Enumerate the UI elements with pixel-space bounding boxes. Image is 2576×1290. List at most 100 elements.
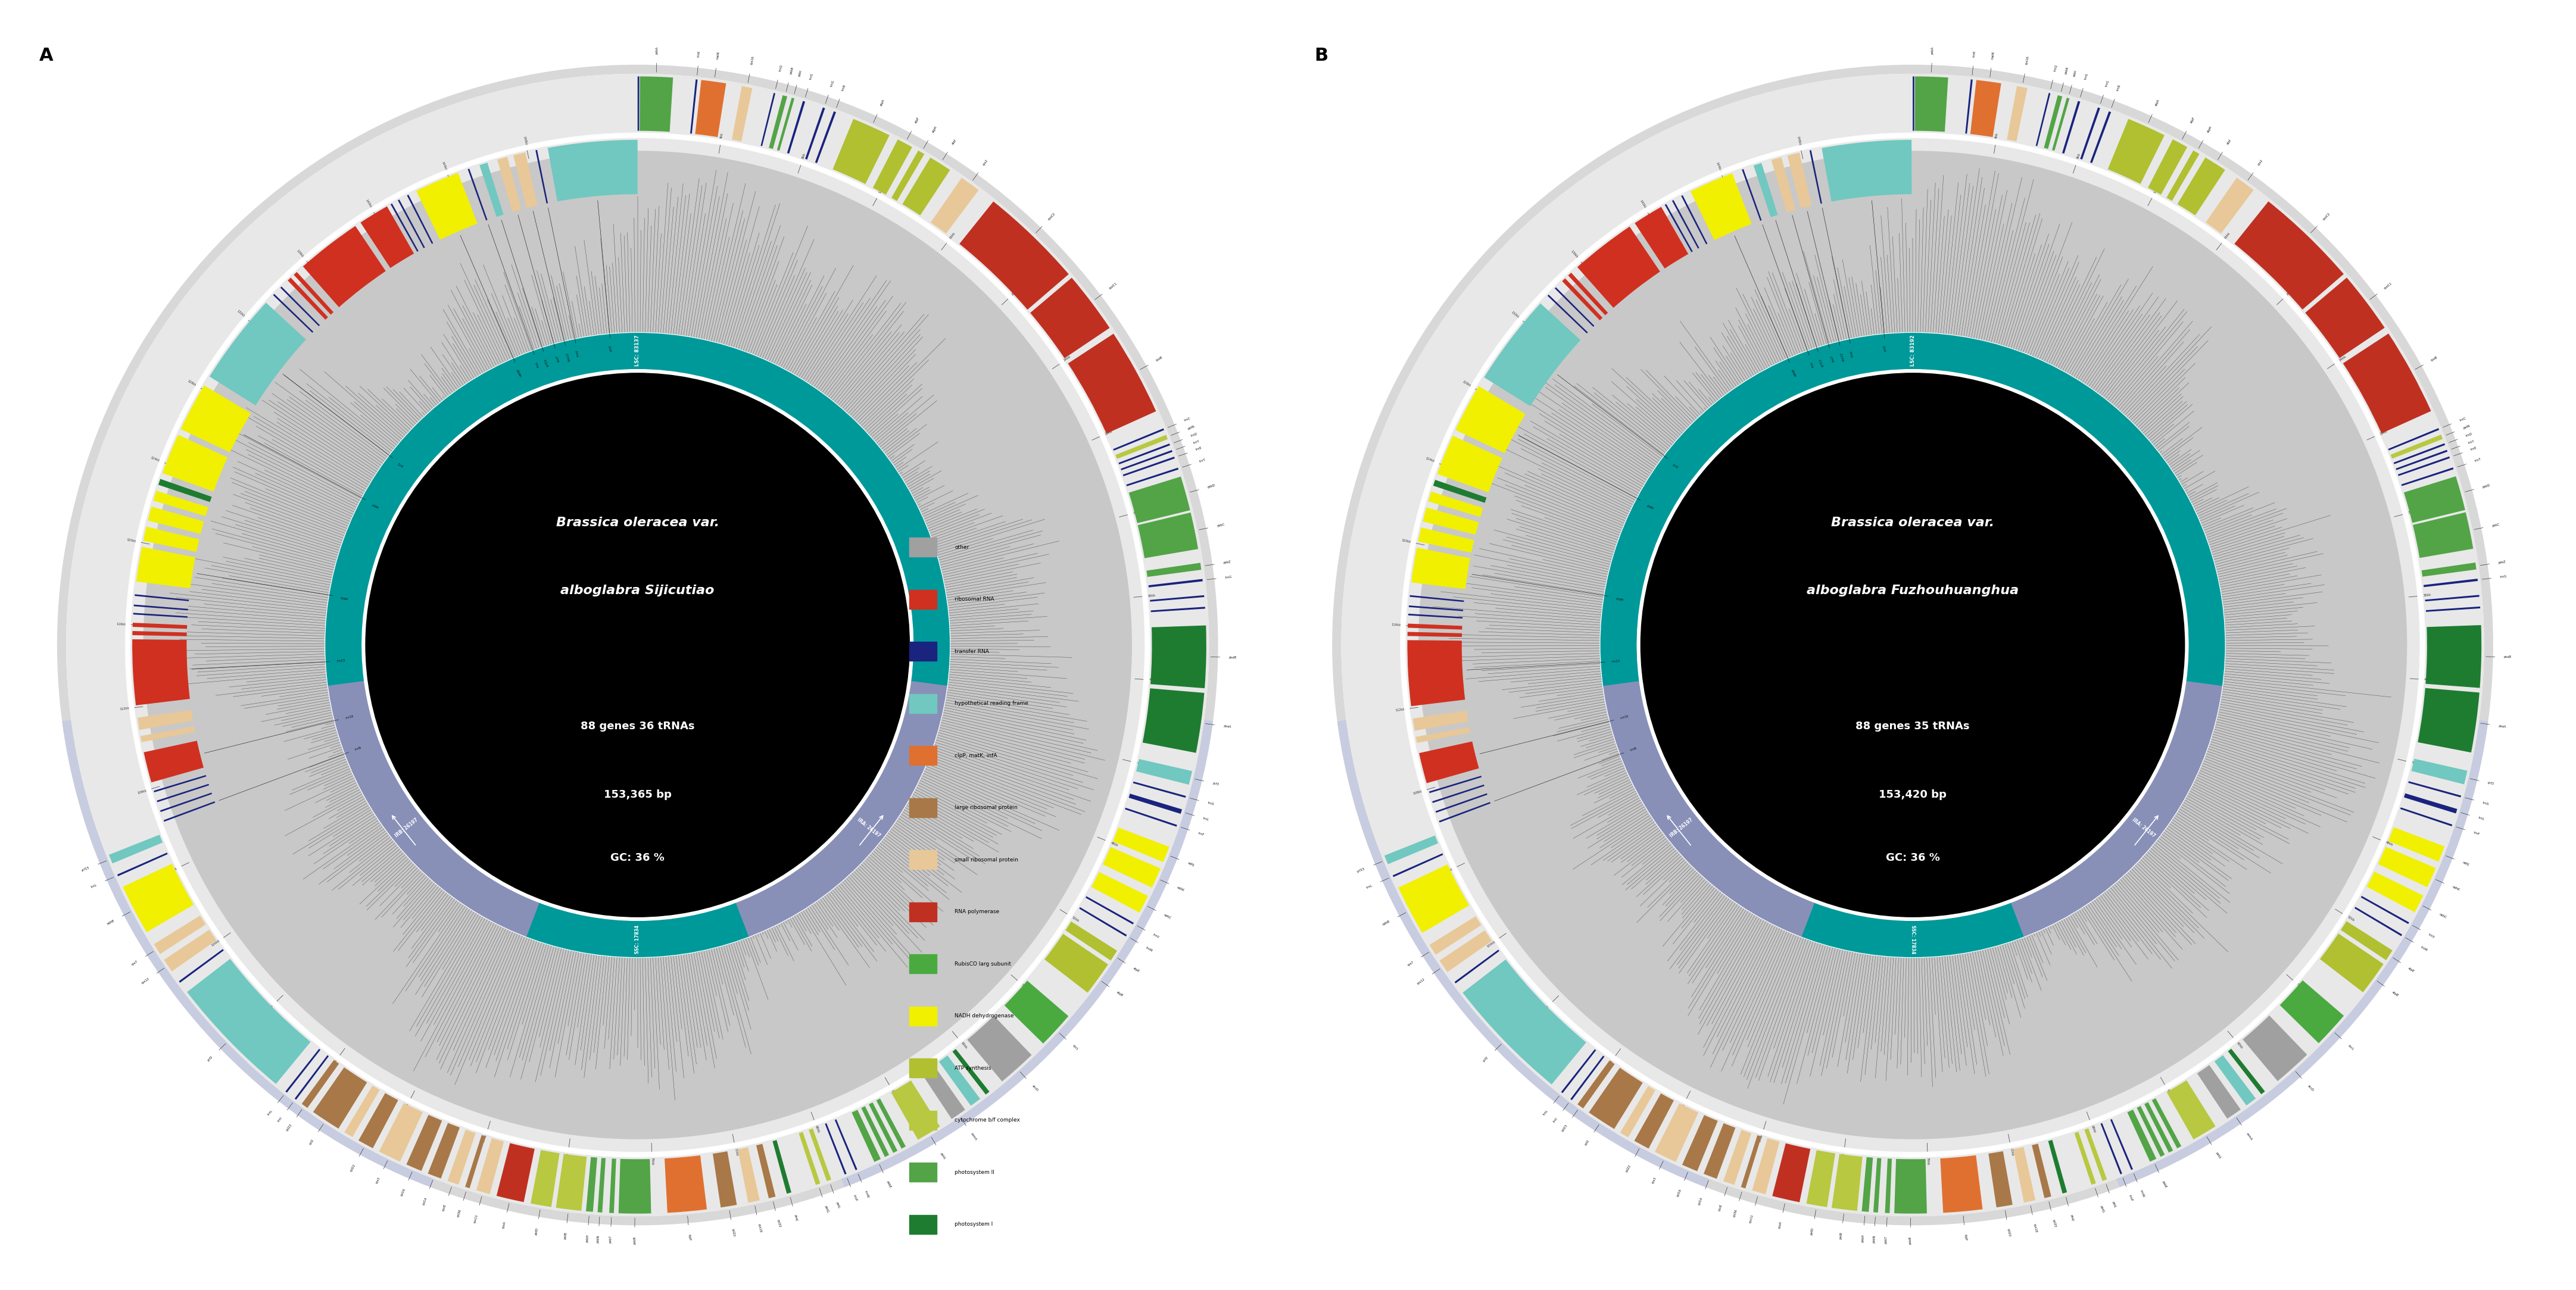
Wedge shape	[1548, 294, 1587, 333]
Text: IRB: 26197: IRB: 26197	[1669, 817, 1695, 838]
Text: SSC: 17834: SSC: 17834	[1909, 925, 1917, 953]
Wedge shape	[1126, 808, 1177, 827]
Wedge shape	[327, 681, 538, 937]
Text: trnM: trnM	[1146, 946, 1154, 952]
Text: 88kb: 88kb	[404, 1103, 410, 1111]
Wedge shape	[1412, 548, 1471, 590]
Wedge shape	[1455, 949, 1499, 983]
Wedge shape	[536, 150, 549, 204]
Text: petL: petL	[2110, 1201, 2115, 1209]
Wedge shape	[1151, 626, 1206, 689]
Wedge shape	[155, 775, 206, 792]
Text: 20kb: 20kb	[1012, 289, 1020, 297]
Text: atpA: atpA	[878, 99, 886, 107]
Text: ycf2: ycf2	[206, 1055, 214, 1062]
Wedge shape	[1412, 711, 1468, 730]
Text: trnQ: trnQ	[778, 64, 783, 71]
Wedge shape	[1806, 1151, 1834, 1207]
Text: rps16: rps16	[750, 55, 755, 64]
Text: ndhK: ndhK	[2452, 886, 2460, 891]
Text: trnS: trnS	[2483, 801, 2488, 806]
Wedge shape	[477, 1138, 505, 1195]
Text: 92kb: 92kb	[330, 1059, 337, 1067]
Text: 20kb: 20kb	[2285, 289, 2295, 297]
Circle shape	[366, 373, 909, 917]
Text: trnR: trnR	[2117, 84, 2123, 92]
Wedge shape	[108, 835, 162, 863]
Text: trnG: trnG	[2501, 575, 2506, 579]
Wedge shape	[1690, 173, 1752, 240]
Text: transfer RNA: transfer RNA	[956, 649, 989, 654]
Wedge shape	[157, 784, 209, 802]
Text: 104kb: 104kb	[1443, 868, 1453, 875]
Text: trnT: trnT	[2476, 458, 2481, 463]
Wedge shape	[860, 1107, 889, 1157]
Wedge shape	[2403, 793, 2458, 814]
Wedge shape	[1128, 476, 1190, 524]
Wedge shape	[891, 1081, 940, 1139]
Text: trnD: trnD	[1190, 432, 1198, 437]
Text: alboglabra Sijicutiao: alboglabra Sijicutiao	[562, 584, 714, 596]
Wedge shape	[1399, 864, 1468, 933]
Text: 32kb: 32kb	[2409, 510, 2416, 515]
Wedge shape	[397, 200, 425, 248]
Text: rps7: rps7	[1406, 961, 1414, 967]
Wedge shape	[1337, 645, 1911, 1187]
Text: rpl20: rpl20	[732, 1228, 734, 1237]
Text: petN: petN	[2463, 424, 2470, 430]
Text: 96kb: 96kb	[265, 1004, 273, 1011]
Text: trnL: trnL	[268, 1109, 273, 1116]
Wedge shape	[1965, 80, 1973, 134]
Wedge shape	[1561, 279, 1602, 320]
Wedge shape	[1682, 1115, 1718, 1171]
Text: rps8: rps8	[443, 1204, 448, 1211]
Text: trnV: trnV	[574, 350, 580, 357]
Wedge shape	[131, 623, 188, 628]
Wedge shape	[2215, 1055, 2257, 1106]
Text: ndhF: ndhF	[371, 502, 379, 508]
Text: 84kb: 84kb	[482, 1134, 487, 1143]
Text: psbN: psbN	[598, 1235, 600, 1244]
Wedge shape	[147, 507, 204, 534]
Text: ycf2: ycf2	[1883, 344, 1888, 352]
Text: trnN: trnN	[355, 746, 363, 751]
Wedge shape	[294, 1055, 330, 1099]
Wedge shape	[737, 1147, 760, 1202]
FancyBboxPatch shape	[909, 1215, 938, 1235]
Wedge shape	[1654, 1103, 1698, 1162]
Wedge shape	[2143, 1102, 2174, 1153]
Text: 88kb: 88kb	[1680, 1103, 1685, 1112]
Wedge shape	[2321, 934, 2383, 992]
Wedge shape	[2177, 157, 2226, 215]
Wedge shape	[1409, 614, 1463, 618]
Wedge shape	[1832, 1155, 1862, 1211]
Text: ndhB: ndhB	[1790, 368, 1798, 377]
Text: 153,420 bp: 153,420 bp	[1878, 789, 1947, 800]
Text: psaJ: psaJ	[2069, 1214, 2074, 1222]
Text: psbA: psbA	[654, 46, 659, 54]
FancyBboxPatch shape	[909, 746, 938, 765]
Text: psbD: psbD	[1208, 484, 1216, 489]
Text: psbI: psbI	[2074, 70, 2079, 76]
Wedge shape	[665, 1156, 706, 1213]
Text: 148kb: 148kb	[523, 135, 528, 146]
Wedge shape	[809, 1129, 832, 1182]
Text: rps7: rps7	[1829, 355, 1834, 362]
Wedge shape	[1406, 632, 1463, 637]
Text: atpF: atpF	[914, 116, 920, 124]
Wedge shape	[379, 1103, 422, 1161]
Text: 132kb: 132kb	[1510, 311, 1520, 319]
Wedge shape	[1151, 606, 1206, 613]
Wedge shape	[778, 98, 793, 151]
Text: cemA: cemA	[2246, 1133, 2254, 1142]
Wedge shape	[2233, 201, 2344, 310]
Text: 108kb: 108kb	[137, 788, 147, 795]
Wedge shape	[1911, 645, 2488, 1187]
Wedge shape	[531, 1151, 559, 1207]
Text: rps12: rps12	[567, 352, 572, 361]
Wedge shape	[1406, 640, 1466, 706]
Wedge shape	[1971, 80, 2002, 137]
Wedge shape	[2228, 1049, 2264, 1094]
Text: psbZ: psbZ	[1224, 561, 1231, 565]
Wedge shape	[392, 204, 417, 252]
